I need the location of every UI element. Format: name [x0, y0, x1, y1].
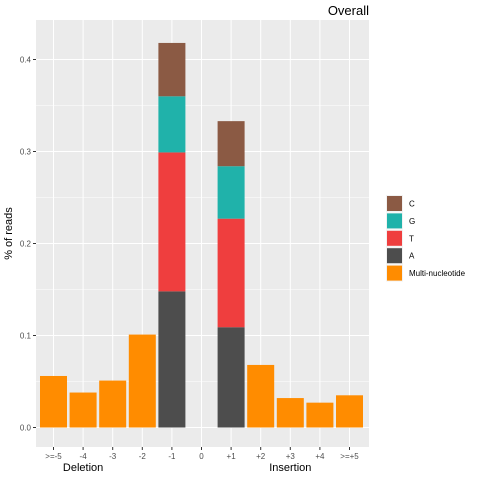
x-tick-label: 0	[199, 452, 204, 461]
x-group-label: Insertion	[269, 462, 311, 474]
x-tick-label: +3	[286, 452, 296, 461]
x-tick-label: -2	[139, 452, 147, 461]
y-tick-label: 0.2	[20, 240, 32, 249]
bar-segment	[158, 42, 186, 97]
bar-segment	[217, 121, 245, 167]
legend-label: G	[409, 217, 415, 226]
bar-segment	[69, 392, 97, 428]
bar-segment	[128, 334, 156, 428]
x-tick-label: +1	[227, 452, 237, 461]
y-axis-title: % of reads	[3, 207, 15, 260]
legend-label: T	[409, 234, 414, 243]
y-axis: 0.0 0.1 0.2 0.3 0.4	[20, 56, 36, 433]
legend-label: A	[409, 252, 415, 261]
bar-segment	[99, 380, 127, 428]
y-tick-label: 0.1	[20, 332, 32, 341]
x-tick-label: +2	[256, 452, 266, 461]
bar-segment	[247, 364, 275, 428]
legend-swatch	[387, 265, 402, 281]
x-tick-label: >=-5	[45, 452, 62, 461]
bar-segment	[217, 218, 245, 328]
legend-swatch	[387, 213, 402, 229]
x-axis: >=-5 -4 -3 -2 -1 0 +1 +2 +3 +4 >=+5 Deletion Inserti…	[45, 447, 359, 474]
y-tick-label: 0.4	[20, 56, 32, 65]
bar-segment	[217, 166, 245, 219]
bar-segment	[276, 398, 304, 428]
x-tick-label: -3	[109, 452, 117, 461]
bar-segment	[217, 327, 245, 428]
bar-segment	[158, 96, 186, 153]
legend-label: C	[409, 200, 415, 209]
major-gridlines	[36, 20, 369, 447]
minor-gridlines	[36, 105, 369, 382]
bar-segment	[158, 291, 186, 428]
bar-segment	[158, 152, 186, 292]
x-tick-label: +4	[315, 452, 325, 461]
x-tick-label: -1	[168, 452, 176, 461]
bar-segment	[40, 375, 67, 428]
x-tick-label: >=+5	[340, 452, 359, 461]
legend-swatch	[387, 196, 402, 211]
x-tick-label: -4	[80, 452, 88, 461]
y-tick-label: 0.3	[20, 148, 32, 157]
plot-panel	[36, 20, 369, 447]
legend-label: Multi-nucleotide	[409, 269, 466, 278]
bars-layer	[40, 42, 363, 428]
x-group-label: Deletion	[63, 462, 103, 474]
bar-segment	[336, 395, 363, 428]
chart-title: Overall	[328, 3, 369, 18]
y-tick-label: 0.0	[20, 424, 32, 433]
legend-swatch	[387, 248, 402, 264]
bar-segment	[306, 402, 334, 428]
legend-swatch	[387, 230, 402, 246]
